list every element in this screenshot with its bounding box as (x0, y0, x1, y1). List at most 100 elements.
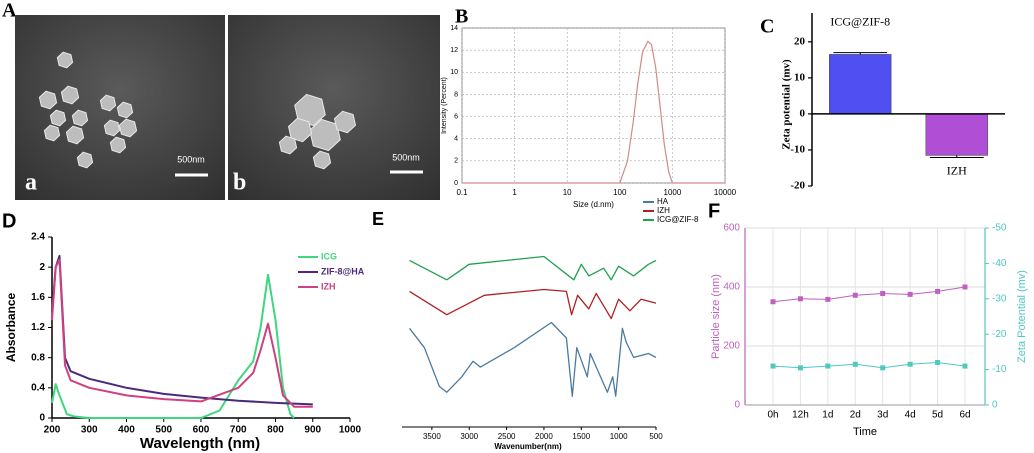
x-tick-label: 3000 (460, 432, 478, 441)
x-tick-label: 2d (850, 410, 861, 421)
category-label: ICG@ZIF-8 (830, 14, 890, 28)
particle (103, 119, 121, 137)
axes (51, 237, 350, 419)
marker (962, 284, 968, 290)
bar (829, 54, 892, 115)
particle (76, 151, 94, 169)
particle (287, 117, 313, 143)
y-tick-label: 0 (39, 413, 45, 424)
marker (907, 291, 913, 297)
y-tick-label: 0 (734, 400, 740, 411)
image-label: b (233, 170, 246, 196)
x-tick-label: 1 (512, 188, 517, 197)
x-tick-label: 0.1 (456, 188, 468, 197)
x-tick-label: 10 (563, 188, 572, 197)
x-tick-label: 10000 (714, 188, 737, 197)
legend-label: ICG (321, 251, 337, 261)
panel-label: F (708, 200, 720, 222)
x-tick-label: 600 (193, 425, 210, 436)
y-tick-label: 0 (800, 107, 806, 119)
y-tick-label: 0.8 (31, 352, 45, 363)
legend-label: HA (657, 197, 669, 206)
series-line (409, 255, 657, 281)
x-tick-label: 3d (877, 410, 888, 421)
particle (118, 118, 138, 138)
legend-label: IZH (321, 281, 336, 291)
y2-tick-label: -10 (992, 364, 1007, 375)
y-tick-label: 6 (454, 113, 458, 120)
marker (935, 288, 941, 294)
y-tick-label: 0.4 (31, 382, 45, 393)
panel-label: B (455, 6, 468, 28)
x-tick-label: 700 (230, 425, 247, 436)
y-tick-label: -10 (790, 143, 805, 155)
series-line (51, 254, 313, 406)
particle (65, 125, 85, 145)
x-tick-label: 2000 (535, 432, 553, 441)
marker (797, 365, 803, 371)
y-tick-label: 2 (39, 262, 45, 273)
x-tick-label: 1000 (664, 188, 682, 197)
x-tick-label: 100 (613, 188, 627, 197)
x-tick-label: 6d (959, 410, 970, 421)
series-line (772, 286, 966, 303)
panel-label: A (2, 0, 17, 22)
marker (852, 292, 858, 298)
marker (880, 290, 886, 296)
legend-label: IZH (657, 206, 670, 215)
x-axis-label: Wavenumber(nm) (494, 442, 562, 451)
x-tick-label: 1000 (610, 432, 628, 441)
x-tick-label: 800 (267, 425, 284, 436)
panel-label: C (760, 16, 774, 38)
scale-bar-label: 500nm (392, 152, 420, 162)
y-tick-label: 14 (450, 25, 458, 32)
series-line (462, 40, 725, 184)
y-tick-label: 10 (794, 71, 806, 83)
y-axis-label: Zeta potential (mv) (781, 59, 793, 150)
y-tick-label: 200 (723, 341, 740, 352)
marker (880, 365, 886, 371)
y-tick-label: 400 (723, 282, 740, 293)
marker (962, 363, 968, 369)
y2-tick-label: -20 (992, 329, 1007, 340)
x-tick-label: 5d (932, 410, 943, 421)
y-tick-label: 20 (794, 35, 806, 47)
x-tick-label: 300 (81, 425, 98, 436)
y-tick-label: 600 (723, 223, 740, 234)
plot-frame (461, 27, 726, 184)
particle (60, 85, 80, 105)
x-tick-label: 500 (155, 425, 172, 436)
y-axis-label: Particle size (nm) (710, 274, 722, 359)
y-tick-label: -20 (790, 180, 805, 192)
y2-tick-label: -50 (992, 223, 1007, 234)
series-line (51, 258, 313, 408)
y2-tick-label: 0 (992, 400, 998, 411)
marker (935, 360, 941, 366)
series-line (772, 362, 966, 369)
x-tick-label: 400 (118, 425, 135, 436)
y-tick-label: 12 (450, 47, 458, 54)
y-tick-label: 1.6 (31, 292, 45, 303)
x-axis-label: Time (853, 426, 877, 438)
x-tick-label: 900 (304, 425, 321, 436)
x-tick-label: 3500 (423, 432, 441, 441)
y-axis-label: Intensity (Percent) (441, 77, 448, 134)
panel-label: E (372, 209, 384, 229)
particle (333, 110, 357, 134)
marker (907, 361, 913, 367)
legend-label: ICG@ZIF-8 (657, 215, 699, 224)
y-tick-label: 2 (454, 158, 458, 165)
marker (825, 363, 831, 369)
x-tick-label: 500 (649, 432, 663, 441)
particle (278, 135, 298, 155)
particle (56, 51, 74, 69)
y-tick-label: 2.4 (31, 232, 45, 243)
y-tick-label: 0 (454, 180, 458, 187)
y-tick-label: 4 (454, 136, 458, 143)
legend-label: ZIF-8@HA (321, 266, 365, 276)
marker (825, 296, 831, 302)
x-tick-label: 200 (44, 425, 61, 436)
particle (49, 109, 67, 127)
marker (852, 361, 858, 367)
